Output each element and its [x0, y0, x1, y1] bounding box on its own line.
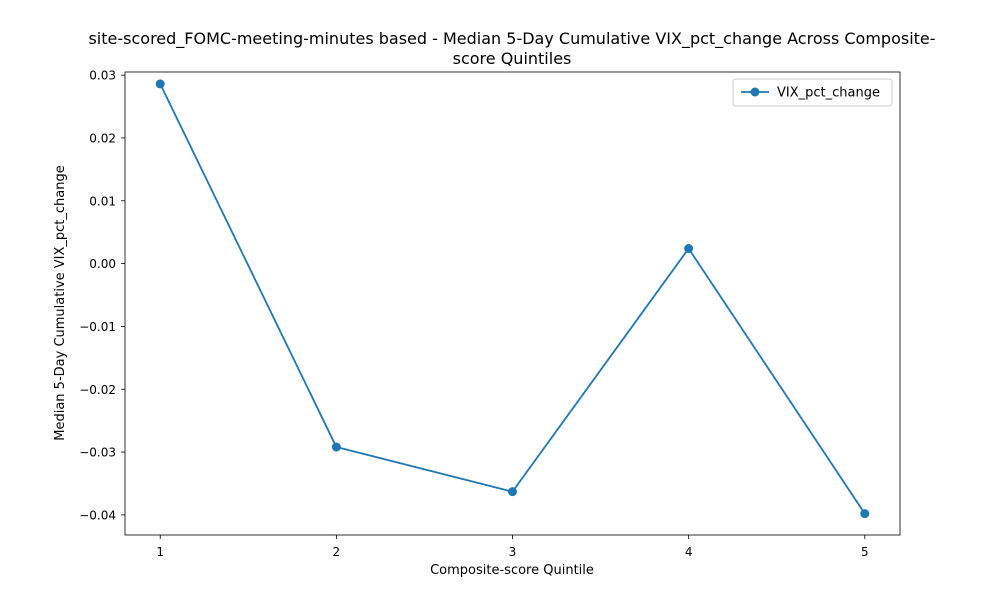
y-tick-label: −0.03: [79, 446, 116, 460]
chart-title-line-2: score Quintiles: [453, 49, 572, 68]
x-tick-label: 1: [156, 545, 164, 559]
data-point: [860, 509, 870, 519]
chart-title-line-1: site-scored_FOMC-meeting-minutes based -…: [88, 29, 935, 49]
x-tick-label: 2: [333, 545, 341, 559]
y-tick-label: 0.00: [89, 257, 116, 271]
y-tick-label: 0.03: [89, 69, 116, 83]
x-tick-label: 5: [861, 545, 869, 559]
data-point: [508, 487, 517, 497]
y-tick-label: 0.01: [89, 194, 116, 208]
x-tick-label: 3: [509, 545, 517, 559]
plot-area: 1 2 3 4 5 0.03 0.02 0.01 0.00 −0.01 −0.02 −0.03 −0.0…: [79, 69, 901, 559]
data-point: [331, 442, 341, 452]
legend: VIX_pct_change: [732, 78, 893, 107]
series-line: [159, 83, 866, 515]
data-point: [155, 79, 165, 89]
y-tick-label: −0.01: [79, 320, 116, 334]
data-point: [684, 244, 694, 254]
y-tick-label: 0.02: [89, 131, 116, 145]
legend-marker-swatch: [750, 87, 760, 97]
x-axis-label: Composite-score Quintile: [430, 563, 594, 578]
legend-label: VIX_pct_change: [777, 86, 880, 101]
plot-frame: [124, 71, 901, 536]
x-tick-label: 4: [685, 545, 693, 559]
legend-box: [732, 78, 893, 107]
y-tick-label: −0.04: [79, 508, 116, 522]
y-axis-label: Median 5-Day Cumulative VIX_pct_change: [53, 165, 68, 440]
y-tick-label: −0.02: [79, 383, 116, 397]
